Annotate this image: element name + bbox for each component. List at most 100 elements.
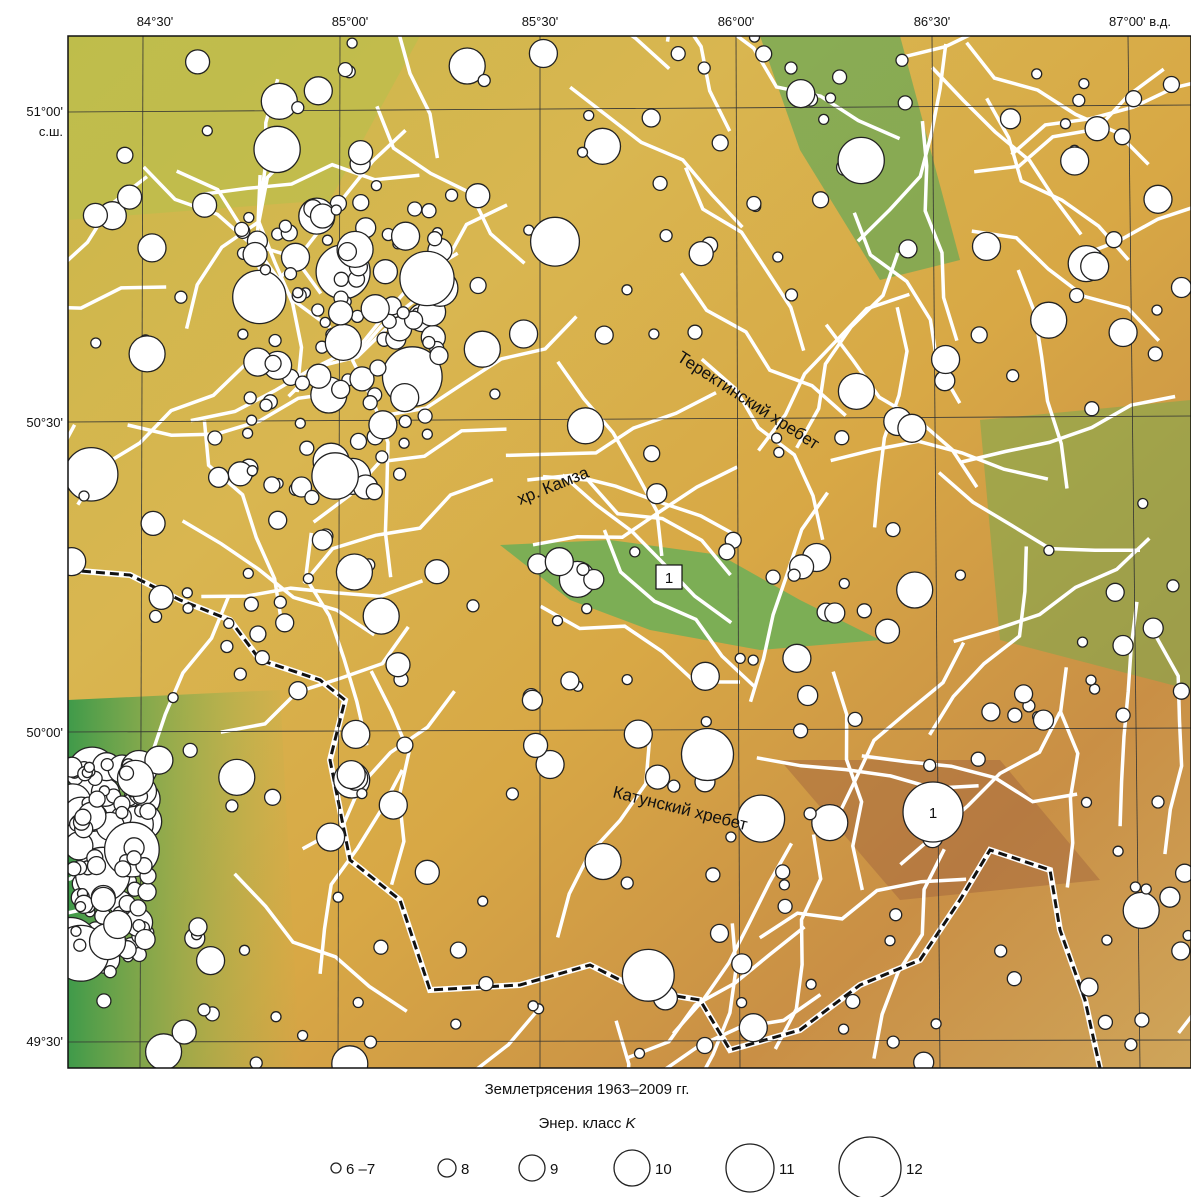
earthquake [1098, 1015, 1112, 1029]
earthquake [260, 399, 272, 411]
earthquake [89, 791, 105, 807]
earthquake [876, 619, 900, 643]
legend-label: 6 –7 [346, 1161, 375, 1178]
earthquake [890, 909, 902, 921]
earthquake [235, 222, 249, 236]
earthquake [838, 137, 884, 183]
earthquake [361, 295, 389, 323]
earthquake [243, 428, 253, 438]
earthquake [595, 326, 613, 344]
earthquake [428, 232, 442, 246]
legend-circle [839, 1137, 901, 1197]
earthquake [582, 604, 592, 614]
earthquake [269, 335, 281, 347]
earthquake [467, 600, 479, 612]
earthquake [1015, 685, 1033, 703]
earthquake [333, 892, 343, 902]
earthquake [209, 467, 229, 487]
earthquake [329, 301, 353, 325]
earthquake [255, 651, 269, 665]
earthquake [305, 491, 319, 505]
earthquake [887, 1036, 899, 1048]
earthquake [1125, 1039, 1137, 1051]
earthquake [104, 966, 116, 978]
earthquake [208, 431, 222, 445]
earthquake [750, 32, 760, 42]
earthquake [271, 1012, 281, 1022]
earthquake [1008, 708, 1022, 722]
earthquake [332, 380, 350, 398]
earthquake [265, 789, 281, 805]
earthquake [430, 347, 448, 365]
earthquake [317, 823, 345, 851]
legend-circle [726, 1144, 774, 1192]
earthquake [83, 203, 107, 227]
earthquake [785, 62, 797, 74]
earthquake [886, 523, 900, 537]
earthquake [971, 752, 985, 766]
earthquake [373, 260, 397, 284]
earthquake [292, 102, 304, 114]
legend-circle [438, 1159, 456, 1177]
earthquake [376, 451, 388, 463]
earthquake [772, 433, 782, 443]
earthquake [129, 336, 165, 372]
earthquake [833, 70, 847, 84]
earthquake [1148, 347, 1162, 361]
earthquake [1106, 232, 1122, 248]
earthquake [1116, 708, 1130, 722]
earthquake [898, 414, 926, 442]
earthquake [825, 603, 845, 623]
earthquake [446, 189, 458, 201]
earthquake [701, 717, 711, 727]
earthquake [1138, 499, 1148, 509]
earthquake [182, 588, 192, 598]
earthquake [1082, 797, 1092, 807]
earthquake [91, 338, 101, 348]
earthquake [226, 800, 238, 812]
earthquake [1167, 580, 1179, 592]
earthquake [553, 616, 563, 626]
earthquake [366, 484, 382, 500]
earthquake [349, 141, 373, 165]
longitude-label: 85°00' [332, 14, 369, 29]
earthquake [839, 1024, 849, 1034]
earthquake [528, 1001, 538, 1011]
earthquake [748, 655, 758, 665]
earthquake [812, 805, 848, 841]
earthquake [584, 111, 594, 121]
earthquake [295, 376, 309, 390]
earthquake [510, 320, 538, 348]
earthquake [197, 947, 225, 975]
legend-label: 11 [779, 1161, 795, 1178]
earthquake [635, 1048, 645, 1058]
longitude-label: 87°00' в.д. [1109, 14, 1171, 29]
earthquake [668, 780, 680, 792]
earthquake [336, 554, 372, 590]
longitude-label: 86°30' [914, 14, 951, 29]
earthquake [250, 626, 266, 642]
earthquake [74, 939, 86, 951]
earthquake [585, 844, 621, 880]
earthquake [839, 579, 849, 589]
earthquake [84, 762, 94, 772]
earthquake [304, 77, 332, 105]
earthquake [391, 384, 419, 412]
earthquake [1135, 1013, 1149, 1027]
earthquake [528, 554, 548, 574]
earthquake [706, 868, 720, 882]
earthquake [300, 441, 314, 455]
earthquake [1031, 302, 1067, 338]
earthquake [732, 954, 752, 974]
earthquake [529, 40, 557, 68]
earthquake [254, 126, 300, 172]
earthquake [788, 569, 800, 581]
earthquake [1160, 887, 1180, 907]
earthquake [386, 653, 410, 677]
earthquake [1032, 69, 1042, 79]
earthquake [478, 75, 490, 87]
earthquake [545, 548, 573, 576]
earthquake [739, 1014, 767, 1042]
earthquake [325, 324, 361, 360]
legend-subtitle: Энер. класс K [538, 1115, 636, 1132]
